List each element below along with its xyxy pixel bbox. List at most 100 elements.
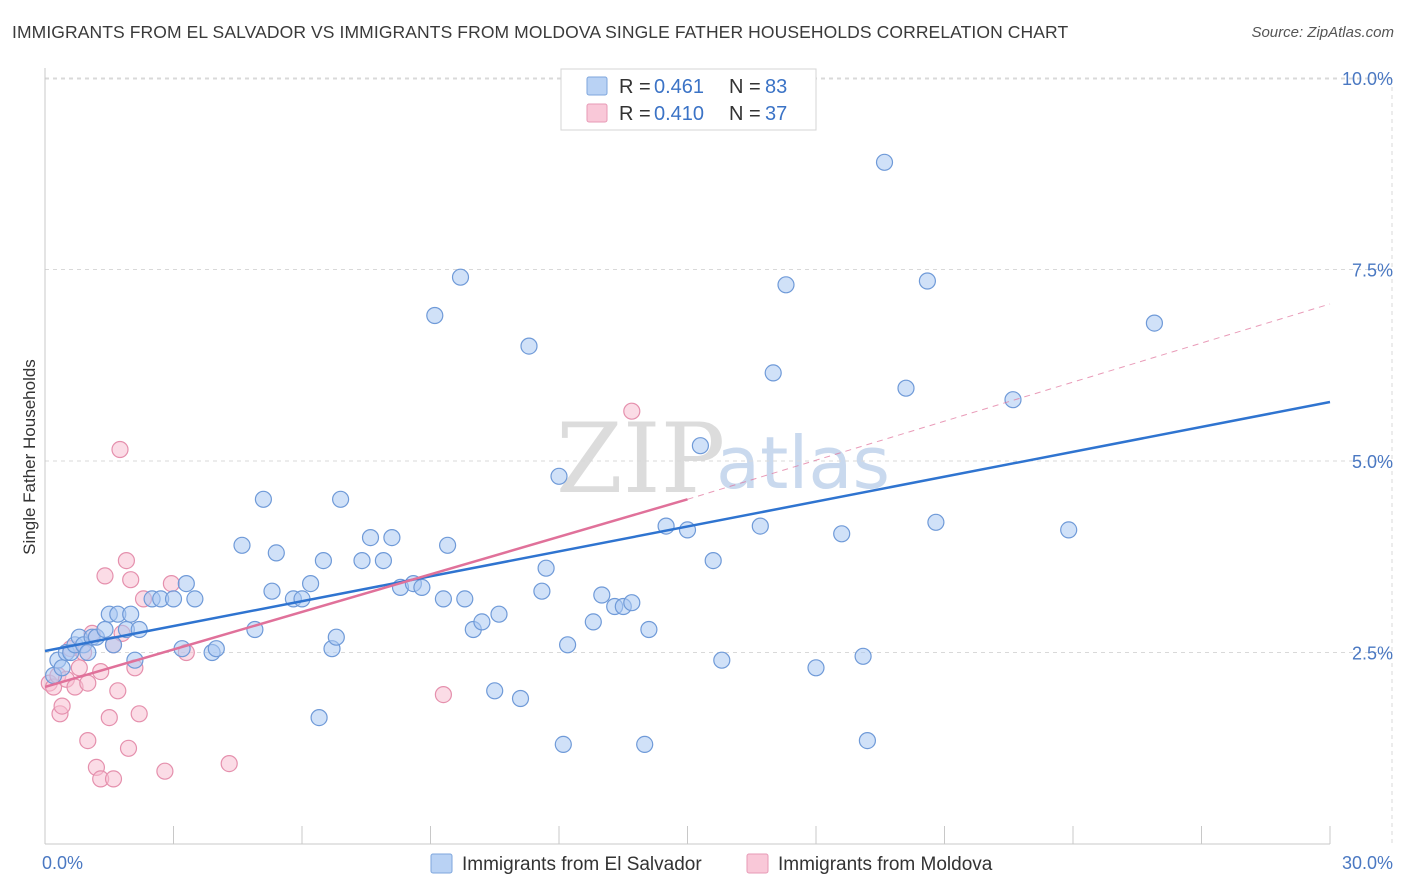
el-salvador-point-29	[254, 490, 272, 508]
watermark-zip: ZIP	[556, 403, 725, 515]
chart-title: IMMIGRANTS FROM EL SALVADOR VS IMMIGRANT…	[12, 22, 1069, 42]
el-salvador-point-81	[858, 731, 877, 750]
y-tick-label-3: 10.0%	[1342, 69, 1393, 89]
el-salvador-point-86	[1004, 391, 1022, 409]
watermark: ZIP atlas	[556, 403, 890, 515]
el-salvador-point-57	[520, 337, 538, 355]
moldova-trend-line	[44, 498, 688, 689]
el-salvador-point-80	[854, 647, 872, 665]
grid-lines	[45, 77, 1393, 844]
el-salvador-point-47	[426, 306, 444, 325]
el-salvador-point-38	[327, 628, 345, 646]
y-tick-label-1: 5.0%	[1352, 452, 1393, 472]
y-axis-title: Single Father Households	[20, 359, 39, 555]
el-salvador-point-82	[875, 153, 894, 171]
moldova-point-27	[130, 705, 148, 723]
el-salvador-point-75	[751, 517, 769, 535]
legend-r-label-1: R =	[619, 76, 651, 98]
trend-lines	[44, 303, 1331, 689]
moldova-trend-extension	[687, 303, 1331, 500]
legend-n-value-1: 83	[765, 76, 787, 98]
moldova-point-32	[220, 754, 238, 773]
x-tick-label-max: 30.0%	[1342, 853, 1393, 873]
moldova-point-34	[623, 402, 641, 420]
legend-r-value-1: 0.461	[654, 76, 704, 98]
el-salvador-point-49	[439, 536, 457, 554]
bottom-legend: Immigrants from El Salvador Immigrants f…	[430, 853, 993, 875]
el-salvador-point-34	[302, 574, 320, 593]
el-salvador-point-48	[434, 590, 452, 608]
moldova-point-24	[119, 739, 138, 757]
el-salvador-point-87	[1060, 521, 1078, 539]
moldova-point-21	[111, 440, 129, 459]
el-salvador-point-79	[833, 525, 851, 543]
el-salvador-point-2	[53, 659, 71, 677]
moldova-point-23	[117, 551, 136, 570]
el-salvador-point-18	[130, 620, 148, 639]
legend-swatch-blue	[586, 76, 608, 96]
el-salvador-point-63	[584, 613, 602, 631]
el-salvador-point-36	[314, 551, 332, 570]
el-salvador-point-43	[383, 528, 401, 547]
legend: R = 0.461 N = 83 R = 0.410 N = 37	[560, 68, 817, 131]
el-salvador-point-30	[263, 582, 281, 600]
el-salvador-point-24	[186, 590, 204, 608]
el-salvador-point-11	[96, 620, 114, 639]
el-salvador-point-56	[511, 689, 530, 708]
el-salvador-point-54	[486, 682, 504, 700]
y-tick-label-0: 2.5%	[1352, 644, 1393, 664]
el-salvador-point-73	[704, 551, 722, 570]
bottom-legend-label-moldova: Immigrants from Moldova	[778, 854, 993, 875]
moldova-point-10	[79, 674, 97, 692]
el-salvador-point-42	[374, 551, 392, 570]
moldova-point-17	[100, 708, 118, 727]
el-salvador-point-58	[533, 582, 551, 600]
el-salvador-point-35	[310, 708, 328, 727]
legend-r-label-2: R =	[619, 103, 651, 125]
moldova-point-19	[104, 770, 123, 788]
moldova-point-30	[162, 574, 180, 593]
el-salvador-point-53	[473, 613, 491, 631]
moldova-point-16	[96, 567, 114, 585]
el-salvador-point-26	[207, 640, 225, 658]
el-salvador-point-67	[623, 594, 641, 612]
el-salvador-point-84	[918, 272, 937, 290]
axes	[44, 68, 1331, 845]
moldova-point-8	[70, 659, 88, 677]
el-salvador-point-61	[554, 735, 572, 754]
series-el-salvador-points	[44, 153, 1164, 754]
legend-r-value-2: 0.410	[654, 103, 704, 125]
el-salvador-point-88	[1145, 314, 1164, 332]
el-salvador-point-68	[636, 735, 654, 754]
el-salvador-point-83	[897, 379, 915, 397]
legend-swatch-pink	[586, 103, 608, 123]
el-salvador-point-64	[593, 586, 611, 604]
moldova-point-25	[122, 571, 140, 589]
el-salvador-point-62	[558, 636, 577, 654]
el-salvador-point-55	[490, 605, 508, 623]
moldova-point-20	[109, 682, 127, 700]
el-salvador-point-85	[927, 513, 945, 531]
el-salvador-point-31	[267, 544, 285, 562]
el-salvador-point-21	[164, 590, 183, 608]
el-salvador-point-8	[79, 643, 97, 662]
el-salvador-point-16	[122, 605, 140, 623]
el-salvador-point-59	[537, 559, 555, 577]
moldova-point-11	[79, 731, 97, 750]
watermark-atlas: atlas	[716, 421, 890, 505]
legend-n-label-2: N =	[729, 103, 761, 125]
el-salvador-point-74	[713, 651, 731, 669]
el-salvador-point-77	[777, 276, 795, 294]
x-tick-labels: 0.0% 30.0%	[42, 853, 1393, 873]
bottom-legend-swatch-pink	[746, 853, 769, 874]
el-salvador-point-46	[413, 578, 431, 597]
legend-n-label-1: N =	[729, 76, 761, 98]
source-credit: Source: ZipAtlas.com	[1251, 24, 1394, 41]
el-salvador-point-41	[361, 528, 380, 547]
bottom-legend-label-el-salvador: Immigrants from El Salvador	[462, 854, 702, 875]
moldova-point-29	[156, 762, 174, 780]
el-salvador-point-27	[233, 536, 251, 554]
bottom-legend-swatch-blue	[430, 853, 453, 874]
el-salvador-point-23	[177, 574, 195, 593]
